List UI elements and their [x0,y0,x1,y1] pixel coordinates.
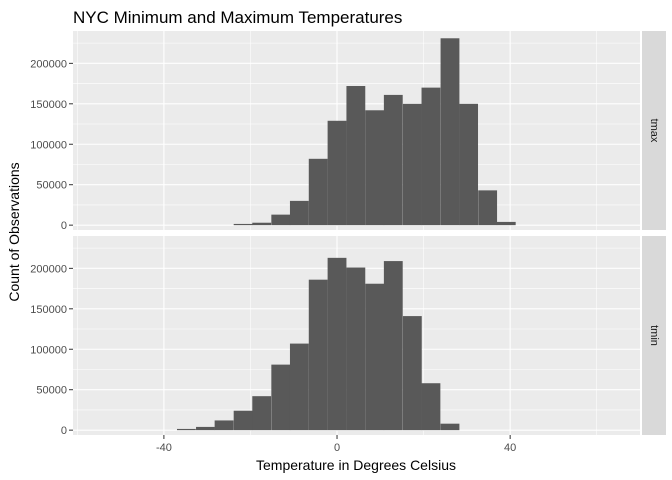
histogram-bar [289,200,309,226]
x-axis-ticks: -40 0 40 [156,435,516,454]
histogram-bar [440,38,460,226]
y-tick-label: 0 [61,425,67,437]
histogram-bar [176,428,196,431]
facet-strip [642,236,666,435]
panel-tmax: 0 50000 100000 150000 200000 tmax [30,31,666,232]
histogram-bar [196,426,215,431]
histogram-bar [421,87,441,226]
histogram-bar [496,221,516,226]
histogram-bar [365,110,385,226]
histogram-bar [402,103,422,226]
histogram-bar [383,94,403,226]
x-tick-label: -40 [156,442,172,454]
y-tick-label: 50000 [36,180,67,192]
y-axis-ticks: 0 50000 100000 150000 200000 [30,263,73,437]
histogram-bar [402,316,422,431]
histogram-bar [459,103,479,226]
histogram-bar [327,120,347,226]
y-tick-label: 50000 [36,385,67,397]
histogram-bar [214,420,234,431]
y-tick-label: 0 [61,220,67,232]
chart-title: NYC Minimum and Maximum Temperatures [73,8,402,27]
histogram-bar [478,190,498,226]
histogram-bar [383,261,403,431]
y-tick-label: 200000 [30,58,67,70]
facet-strip-label: tmin [648,325,660,346]
y-tick-label: 200000 [30,263,67,275]
histogram-bars [233,38,516,226]
y-axis-ticks: 0 50000 100000 150000 200000 [30,58,73,232]
y-tick-label: 150000 [30,99,67,111]
histogram-bars [176,257,460,431]
histogram-bar [289,343,309,431]
histogram-bar [346,86,366,226]
histogram-bar [308,279,328,431]
histogram-bar [365,283,385,431]
x-axis-title: Temperature in Degrees Celsius [256,457,456,473]
histogram-bar [346,267,366,431]
x-tick-label: 0 [334,442,340,454]
histogram-bar [252,396,272,431]
y-tick-label: 150000 [30,304,67,316]
histogram-bar [233,410,253,431]
x-tick-label: 40 [504,442,516,454]
histogram-bar [271,214,291,226]
facet-strip-label: tmax [648,119,660,143]
histogram-bar [440,423,460,431]
y-tick-label: 100000 [30,344,67,356]
y-axis-title: Count of Observations [6,162,22,301]
y-tick-label: 100000 [30,139,67,151]
panel-tmin: 0 50000 100000 150000 200000 tmin [30,236,666,437]
histogram-bar [252,222,272,226]
histogram-bar [233,223,253,226]
histogram-bar [421,383,441,431]
histogram-bar [271,364,291,431]
facet-strip [642,31,666,230]
histogram-bar [327,257,347,431]
histogram-bar [308,158,328,226]
